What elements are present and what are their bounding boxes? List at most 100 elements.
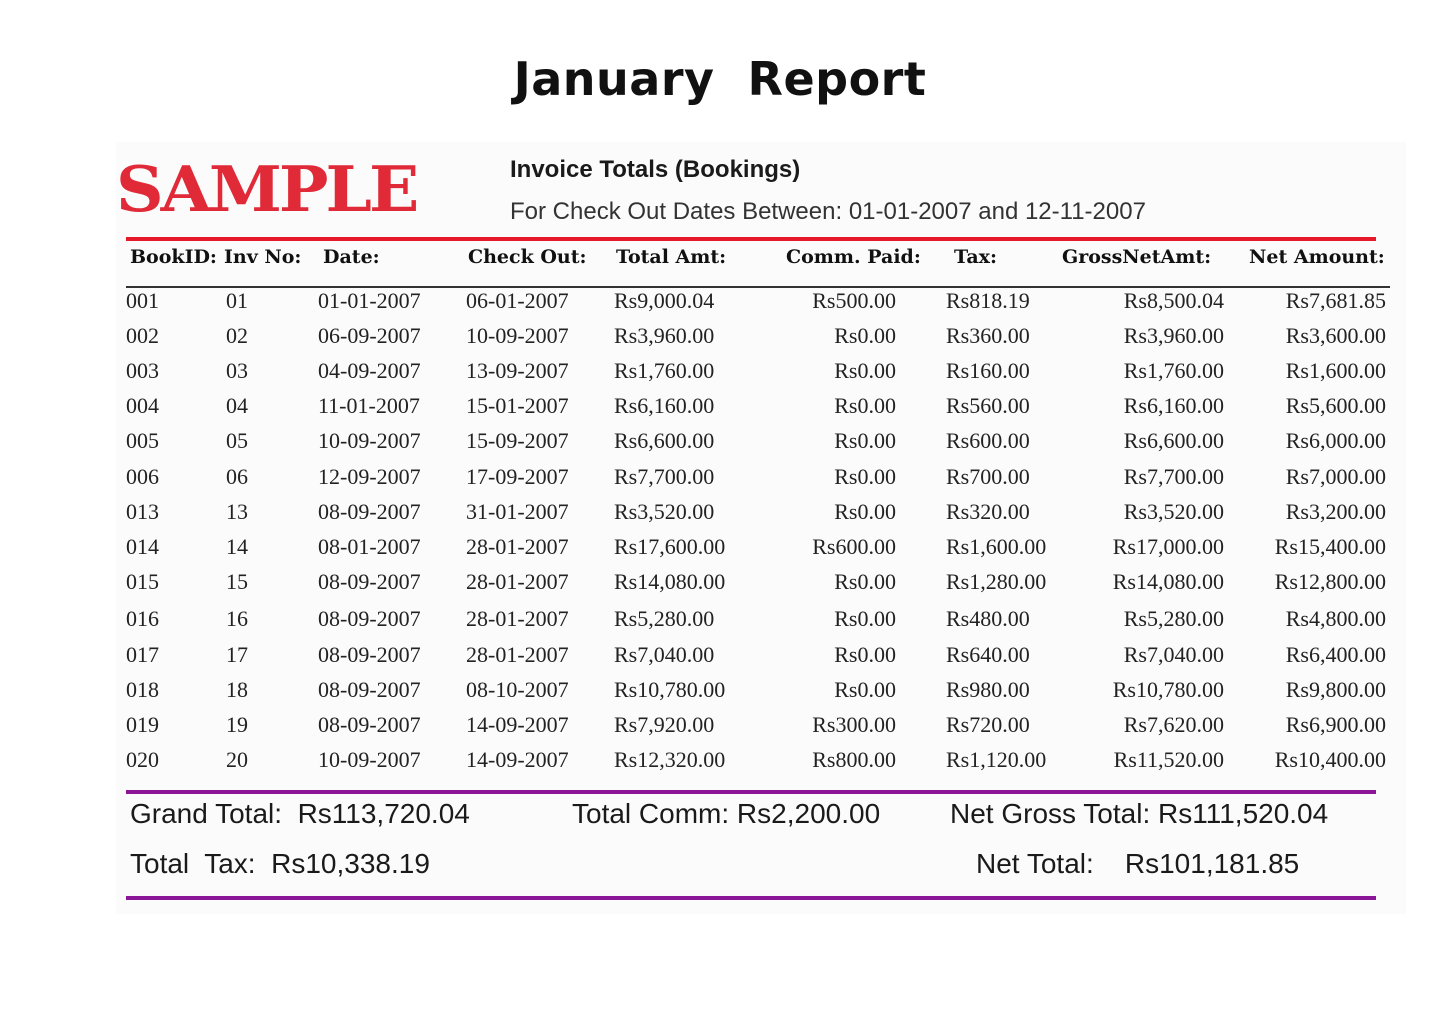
column-header-check-out: Check Out: <box>468 246 587 268</box>
cell-date: 06-09-2007 <box>318 323 421 348</box>
cell-gross-net-amt: Rs11,520.00 <box>1113 747 1224 772</box>
cell-date: 08-09-2007 <box>318 642 421 667</box>
cell-comm-paid: Rs800.00 <box>812 747 896 772</box>
cell-check-out: 13-09-2007 <box>466 358 569 383</box>
cell-check-out: 14-09-2007 <box>466 712 569 737</box>
cell-book-id: 015 <box>126 569 159 594</box>
cell-net-amount: Rs3,200.00 <box>1285 499 1386 524</box>
cell-net-amount: Rs3,600.00 <box>1285 323 1386 348</box>
cell-date: 10-09-2007 <box>318 428 421 453</box>
cell-comm-paid: Rs0.00 <box>834 393 896 418</box>
invoice-report: SAMPLE Invoice Totals (Bookings) For Che… <box>116 142 1406 914</box>
cell-total-amt: Rs9,000.04 <box>614 288 715 313</box>
cell-book-id: 001 <box>126 288 159 313</box>
cell-tax: Rs640.00 <box>946 642 1030 667</box>
cell-inv-no: 13 <box>226 499 248 524</box>
cell-total-amt: Rs5,280.00 <box>614 606 715 631</box>
cell-book-id: 014 <box>126 534 159 559</box>
grand-total: Grand Total: Rs113,720.04 <box>130 798 470 829</box>
cell-gross-net-amt: Rs6,160.00 <box>1123 393 1224 418</box>
cell-book-id: 016 <box>126 606 159 631</box>
cell-tax: Rs700.00 <box>946 464 1030 489</box>
cell-gross-net-amt: Rs14,080.00 <box>1112 569 1224 594</box>
cell-date: 11-01-2007 <box>318 393 420 418</box>
cell-date: 08-09-2007 <box>318 569 421 594</box>
cell-tax: Rs600.00 <box>946 428 1030 453</box>
cell-check-out: 14-09-2007 <box>466 747 569 772</box>
cell-date: 08-09-2007 <box>318 677 421 702</box>
cell-check-out: 31-01-2007 <box>466 499 569 524</box>
cell-date: 12-09-2007 <box>318 464 421 489</box>
cell-book-id: 018 <box>126 677 159 702</box>
column-header-gross-net-amt: GrossNetAmt: <box>1062 246 1212 268</box>
cell-gross-net-amt: Rs3,960.00 <box>1123 323 1224 348</box>
cell-net-amount: Rs1,600.00 <box>1285 358 1386 383</box>
cell-date: 08-09-2007 <box>318 606 421 631</box>
cell-tax: Rs1,600.00 <box>946 534 1047 559</box>
cell-net-amount: Rs5,600.00 <box>1285 393 1386 418</box>
column-header-date: Date: <box>323 246 380 268</box>
report-subheading: For Check Out Dates Between: 01-01-2007 … <box>510 198 1146 225</box>
cell-tax: Rs1,280.00 <box>946 569 1047 594</box>
cell-net-amount: Rs6,000.00 <box>1285 428 1386 453</box>
cell-gross-net-amt: Rs7,700.00 <box>1123 464 1224 489</box>
cell-date: 08-09-2007 <box>318 712 421 737</box>
cell-check-out: 06-01-2007 <box>466 288 569 313</box>
cell-inv-no: 16 <box>226 606 248 631</box>
cell-inv-no: 18 <box>226 677 248 702</box>
cell-net-amount: Rs10,400.00 <box>1274 747 1386 772</box>
cell-net-amount: Rs6,900.00 <box>1285 712 1386 737</box>
cell-total-amt: Rs12,320.00 <box>614 747 726 772</box>
totals-top-rule <box>126 790 1376 794</box>
cell-comm-paid: Rs300.00 <box>812 712 896 737</box>
cell-inv-no: 19 <box>226 712 248 737</box>
column-header-book-id: BookID: <box>130 246 217 268</box>
cell-tax: Rs980.00 <box>946 677 1030 702</box>
cell-gross-net-amt: Rs6,600.00 <box>1123 428 1224 453</box>
cell-total-amt: Rs6,160.00 <box>614 393 715 418</box>
cell-net-amount: Rs6,400.00 <box>1285 642 1386 667</box>
cell-book-id: 006 <box>126 464 159 489</box>
cell-net-amount: Rs7,000.00 <box>1285 464 1386 489</box>
cell-check-out: 10-09-2007 <box>466 323 569 348</box>
cell-comm-paid: Rs0.00 <box>834 464 896 489</box>
cell-comm-paid: Rs600.00 <box>812 534 896 559</box>
cell-check-out: 15-09-2007 <box>466 428 569 453</box>
cell-date: 01-01-2007 <box>318 288 421 313</box>
page-title: January Report <box>513 52 927 106</box>
cell-total-amt: Rs3,520.00 <box>614 499 715 524</box>
column-header-tax: Tax: <box>954 246 997 268</box>
cell-gross-net-amt: Rs1,760.00 <box>1123 358 1224 383</box>
cell-inv-no: 05 <box>226 428 248 453</box>
cell-gross-net-amt: Rs7,620.00 <box>1123 712 1224 737</box>
cell-comm-paid: Rs0.00 <box>834 358 896 383</box>
cell-check-out: 28-01-2007 <box>466 569 569 594</box>
cell-comm-paid: Rs0.00 <box>834 499 896 524</box>
cell-comm-paid: Rs500.00 <box>812 288 896 313</box>
cell-tax: Rs720.00 <box>946 712 1030 737</box>
cell-net-amount: Rs15,400.00 <box>1274 534 1386 559</box>
cell-total-amt: Rs17,600.00 <box>614 534 726 559</box>
cell-check-out: 15-01-2007 <box>466 393 569 418</box>
cell-tax: Rs160.00 <box>946 358 1030 383</box>
cell-comm-paid: Rs0.00 <box>834 569 896 594</box>
cell-date: 08-09-2007 <box>318 499 421 524</box>
cell-tax: Rs1,120.00 <box>946 747 1047 772</box>
cell-comm-paid: Rs0.00 <box>834 428 896 453</box>
cell-book-id: 017 <box>126 642 159 667</box>
column-header-comm-paid: Comm. Paid: <box>786 246 921 268</box>
cell-comm-paid: Rs0.00 <box>834 323 896 348</box>
net-total: Net Total: Rs101,181.85 <box>976 848 1300 879</box>
column-header-inv-no: Inv No: <box>224 246 302 268</box>
cell-net-amount: Rs4,800.00 <box>1285 606 1386 631</box>
total-comm: Total Comm: Rs2,200.00 <box>572 798 881 829</box>
cell-book-id: 005 <box>126 428 159 453</box>
cell-total-amt: Rs14,080.00 <box>614 569 726 594</box>
cell-inv-no: 06 <box>226 464 248 489</box>
cell-check-out: 28-01-2007 <box>466 606 569 631</box>
cell-inv-no: 03 <box>226 358 248 383</box>
cell-net-amount: Rs7,681.85 <box>1285 288 1386 313</box>
cell-total-amt: Rs3,960.00 <box>614 323 715 348</box>
cell-total-amt: Rs6,600.00 <box>614 428 715 453</box>
column-header-total-amt: Total Amt: <box>616 246 727 268</box>
